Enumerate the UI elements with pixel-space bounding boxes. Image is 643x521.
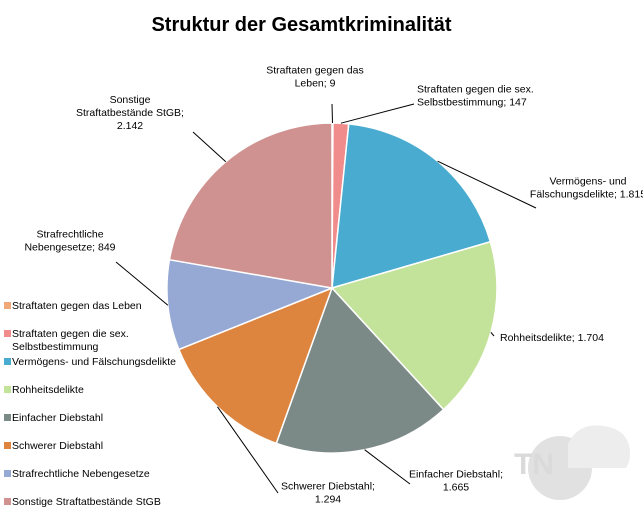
data-label-rohheit: Rohheitsdelikte; 1.704: [500, 332, 604, 344]
leader-line-nebengesetze: [115, 261, 169, 306]
leader-line-vermoegen: [437, 160, 537, 209]
data-label-sex: Straftaten gegen die sex. Selbstbestimmun…: [417, 84, 534, 109]
data-label-einfacher: Einfacher Diebstahl; 1.665: [409, 469, 503, 494]
leader-line-einfacher: [364, 449, 411, 485]
pie-slice-einfacher: [275, 286, 445, 454]
legend-label: Straftaten gegen das Leben: [12, 300, 142, 312]
legend-label: Vermögens- und Fälschungsdelikte: [12, 356, 177, 368]
chart-title: Struktur der Gesamtkriminalität: [151, 14, 452, 36]
legend-swatch: [4, 498, 11, 505]
data-label-schwerer: Schwerer Diebstahl; 1.294: [281, 481, 375, 506]
pie-slice-nebengesetze: [166, 258, 335, 351]
leader-line-schwerer: [217, 406, 279, 494]
legend-swatch: [4, 470, 11, 477]
legend-label: Rohheitsdelikte: [12, 384, 84, 396]
legend-label: Sonstige Straftatbestände StGB: [12, 496, 161, 508]
legend-swatch: [4, 302, 11, 309]
pie-slice-sonstige: [168, 122, 333, 289]
legend-swatch: [4, 330, 11, 337]
data-label-nebengesetze: Strafrechtliche Nebengesetze; 849: [24, 229, 115, 254]
legend-label: Schwerer Diebstahl: [12, 440, 104, 452]
data-label-vermoegen: Vermögens- und Fälschungsdelikte; 1.815: [530, 176, 643, 201]
pie-slice-vermoegen: [331, 123, 492, 290]
legend-label: Strafrechtliche Nebengesetze: [12, 468, 150, 480]
leader-line-rohheit: [490, 331, 495, 337]
legend-swatch: [4, 442, 11, 449]
legend-swatch: [4, 414, 11, 421]
leader-line-gegen-leben: [331, 103, 333, 124]
data-label-gegen-leben: Straftaten gegen das Leben; 9: [266, 65, 364, 90]
leader-line-sonstige: [192, 131, 227, 163]
legend-swatch: [4, 358, 11, 365]
svg-text:TN: TN: [514, 448, 554, 481]
leader-line-sex: [340, 103, 415, 124]
watermark-logo: TN: [514, 425, 630, 500]
legend-swatch: [4, 386, 11, 393]
legend-label: Straftaten gegen die sex. Selbstbestimmun…: [12, 328, 129, 353]
legend-label: Einfacher Diebstahl: [12, 412, 104, 424]
data-label-sonstige: Sonstige Straftatbestände StGB; 2.142: [76, 94, 184, 132]
